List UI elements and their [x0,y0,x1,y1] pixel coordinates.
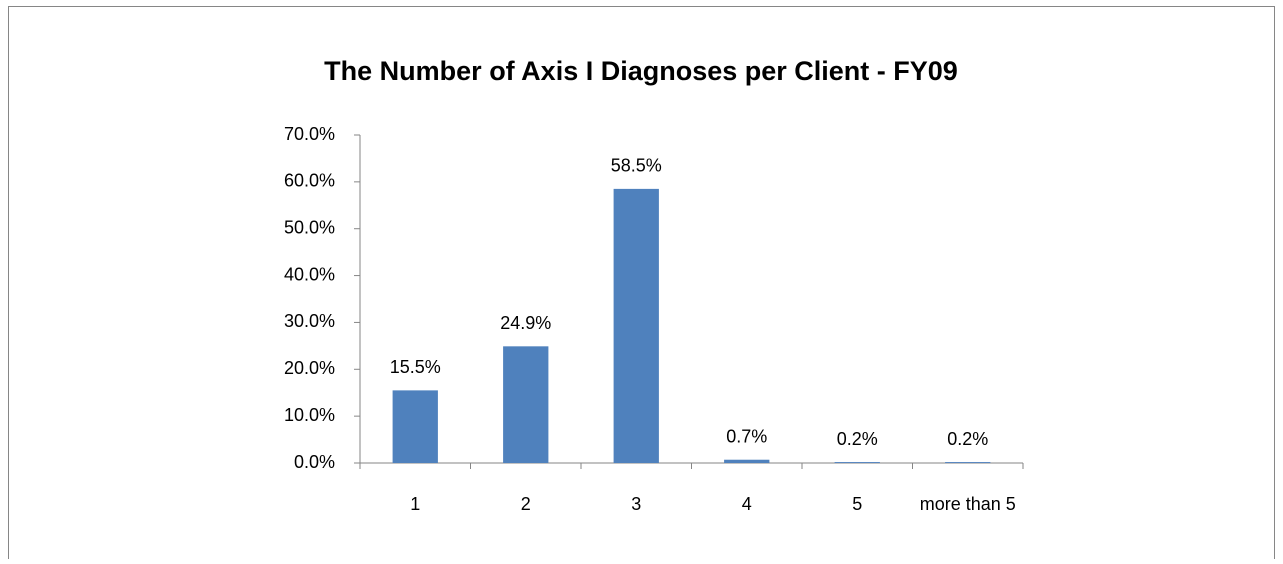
data-label: 58.5% [611,156,662,176]
bar [392,390,438,463]
y-tick-label: 10.0% [284,405,335,425]
data-label: 15.5% [390,357,441,377]
bar [945,462,991,463]
y-tick-label: 30.0% [284,311,335,331]
y-tick-label: 20.0% [284,358,335,378]
x-tick-label: 4 [742,494,752,514]
x-tick-label: more than 5 [920,494,1016,514]
x-tick-label: 5 [852,494,862,514]
data-label: 0.7% [726,426,767,446]
x-tick-label: 1 [410,494,420,514]
data-label: 24.9% [500,313,551,333]
bar [834,462,880,463]
y-tick-label: 0.0% [294,452,335,472]
bar [724,459,770,463]
y-tick-label: 40.0% [284,264,335,284]
chart-title: The Number of Axis I Diagnoses per Clien… [324,56,958,86]
data-label: 0.2% [837,429,878,449]
x-tick-label: 2 [521,494,531,514]
y-tick-label: 70.0% [284,124,335,144]
x-tick-label: 3 [631,494,641,514]
data-label: 0.2% [947,429,988,449]
bar [503,346,549,463]
y-tick-label: 50.0% [284,217,335,237]
y-tick-label: 60.0% [284,171,335,191]
bar [613,188,659,463]
